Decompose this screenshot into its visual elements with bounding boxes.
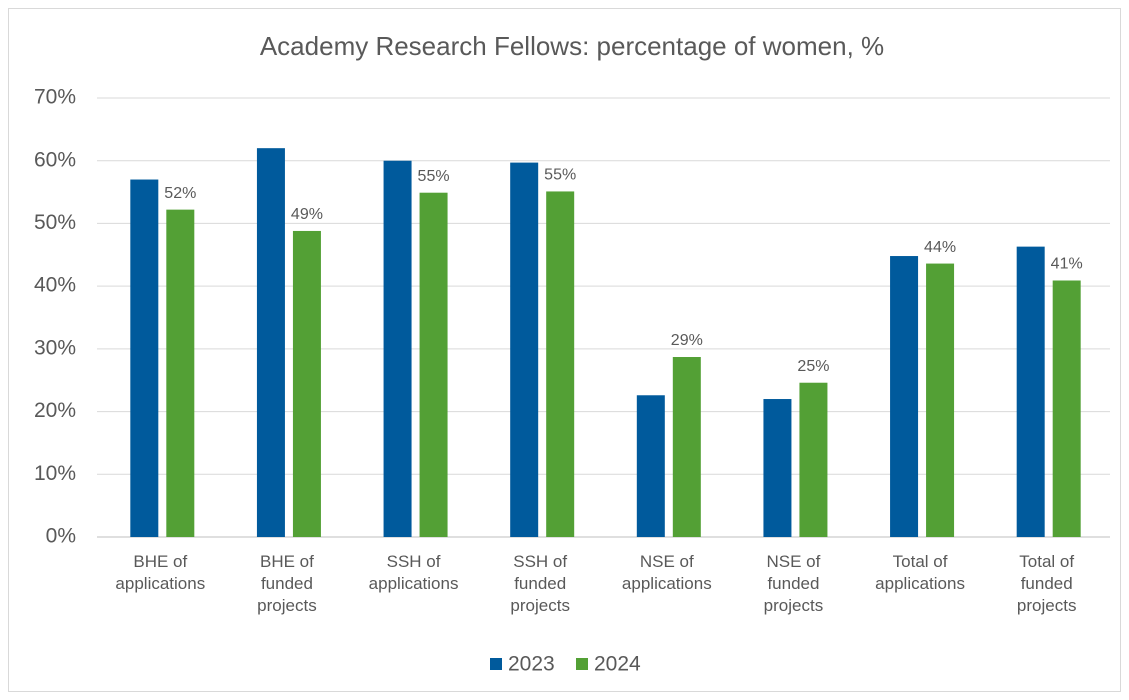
bar <box>292 230 321 537</box>
bar <box>546 191 575 538</box>
legend-label: 2024 <box>594 653 641 676</box>
bar <box>130 179 159 537</box>
bar <box>799 382 828 537</box>
y-tick-label: 70% <box>34 86 76 109</box>
bar <box>672 357 701 537</box>
data-label: 52% <box>164 185 196 202</box>
bar <box>636 395 665 537</box>
bar <box>256 148 285 537</box>
bar <box>1016 246 1045 537</box>
x-tick-label: Total of funded projects <box>1016 552 1077 615</box>
legend-swatch <box>576 658 588 670</box>
x-tick-label: BHE of funded projects <box>257 552 317 615</box>
y-tick-label: 40% <box>34 274 76 297</box>
y-tick-label: 0% <box>46 525 76 548</box>
data-label: 49% <box>291 206 323 223</box>
data-label: 44% <box>924 239 956 256</box>
x-tick-label: NSE of applications <box>621 552 712 593</box>
data-label: 41% <box>1051 256 1083 273</box>
data-label: 29% <box>671 332 703 349</box>
y-tick-label: 10% <box>34 462 76 485</box>
y-tick-label: 20% <box>34 399 76 422</box>
x-tick-label: NSE of funded projects <box>763 552 824 615</box>
x-tick-label: BHE of applications <box>115 552 206 593</box>
x-tick-label: SSH of funded projects <box>510 552 570 615</box>
x-tick-label: SSH of applications <box>368 552 459 593</box>
bar <box>1052 280 1081 537</box>
y-tick-label: 30% <box>34 336 76 359</box>
legend-swatch <box>490 658 502 670</box>
data-label: 55% <box>418 168 450 185</box>
bar <box>383 160 412 537</box>
bar <box>890 256 919 537</box>
data-label: 25% <box>797 358 829 375</box>
y-tick-label: 60% <box>34 148 76 171</box>
bar <box>419 192 448 537</box>
chart-title: Academy Research Fellows: percentage of … <box>260 31 884 61</box>
y-tick-label: 50% <box>34 211 76 234</box>
legend-label: 2023 <box>508 653 555 676</box>
bar <box>926 263 955 537</box>
bar <box>166 209 195 538</box>
bar <box>510 162 539 538</box>
bar <box>763 399 792 537</box>
x-tick-label: Total of applications <box>875 552 965 593</box>
data-label: 55% <box>544 167 576 184</box>
